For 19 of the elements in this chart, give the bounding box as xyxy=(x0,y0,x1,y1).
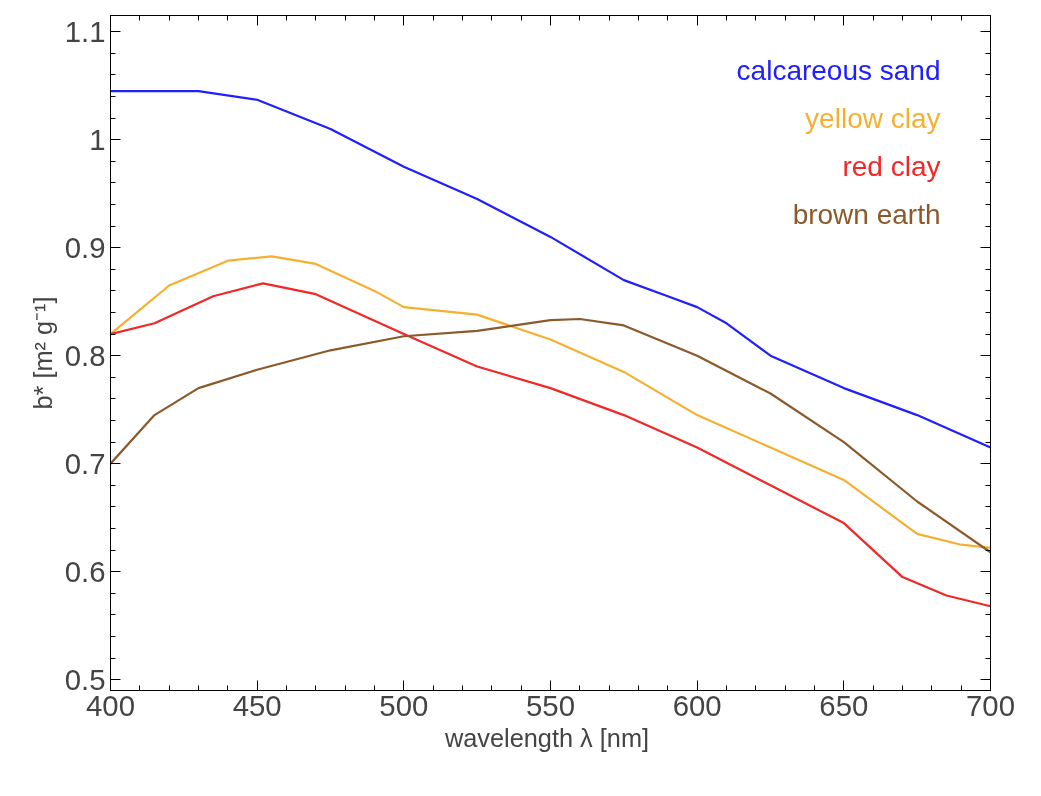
x-tick-label: 700 xyxy=(966,688,1015,722)
x-axis-title: wavelength λ [nm] xyxy=(443,723,650,752)
text: yellow clay xyxy=(805,102,941,134)
text: calcareous sand xyxy=(736,54,941,86)
y-axis-title: b* [m² g⁻¹] xyxy=(28,296,57,410)
x-tick-label: 600 xyxy=(672,688,722,722)
y-tick-label: 1.1 xyxy=(64,14,106,48)
y-tick-label: 0.7 xyxy=(64,446,106,480)
text: red clay xyxy=(842,150,941,182)
y-tick-label: 0.8 xyxy=(64,338,106,372)
x-tick-label: 650 xyxy=(819,688,869,722)
text: brown earth xyxy=(792,198,941,230)
y-tick-label: 0.6 xyxy=(64,554,106,588)
y-tick-label: 0.5 xyxy=(64,662,106,696)
x-tick-label: 550 xyxy=(526,688,575,722)
y-tick-label: 0.9 xyxy=(64,230,106,264)
x-tick-label: 450 xyxy=(232,688,282,722)
x-tick-label: 500 xyxy=(379,688,429,722)
y-tick-label: 1 xyxy=(89,122,106,156)
